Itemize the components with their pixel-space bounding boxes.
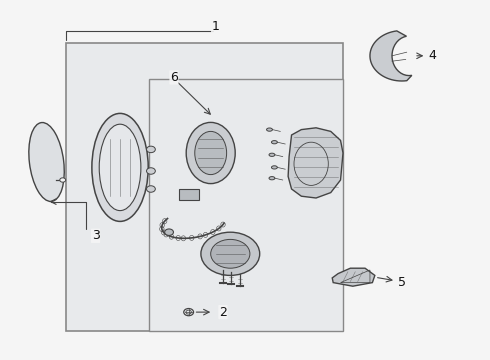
Text: 6: 6 xyxy=(170,71,178,84)
Ellipse shape xyxy=(195,131,226,175)
Text: 4: 4 xyxy=(428,49,436,62)
Ellipse shape xyxy=(165,229,173,235)
Bar xyxy=(179,189,199,200)
Polygon shape xyxy=(332,268,375,286)
Bar xyxy=(149,79,343,331)
Polygon shape xyxy=(370,31,412,81)
Ellipse shape xyxy=(211,239,250,268)
Ellipse shape xyxy=(147,186,155,192)
Bar xyxy=(66,43,343,331)
Ellipse shape xyxy=(92,113,148,221)
Ellipse shape xyxy=(271,166,277,169)
Ellipse shape xyxy=(147,146,155,153)
Ellipse shape xyxy=(269,176,275,180)
Ellipse shape xyxy=(271,140,277,144)
Ellipse shape xyxy=(201,232,260,275)
Text: 1: 1 xyxy=(212,21,220,33)
Text: 5: 5 xyxy=(398,276,406,289)
Ellipse shape xyxy=(267,128,272,131)
Polygon shape xyxy=(288,128,343,198)
Ellipse shape xyxy=(60,178,66,182)
Ellipse shape xyxy=(186,122,235,184)
Text: 2: 2 xyxy=(219,306,227,319)
Ellipse shape xyxy=(147,168,155,174)
Ellipse shape xyxy=(29,122,64,202)
Text: 3: 3 xyxy=(92,229,99,242)
Ellipse shape xyxy=(99,124,141,211)
Ellipse shape xyxy=(269,153,275,156)
